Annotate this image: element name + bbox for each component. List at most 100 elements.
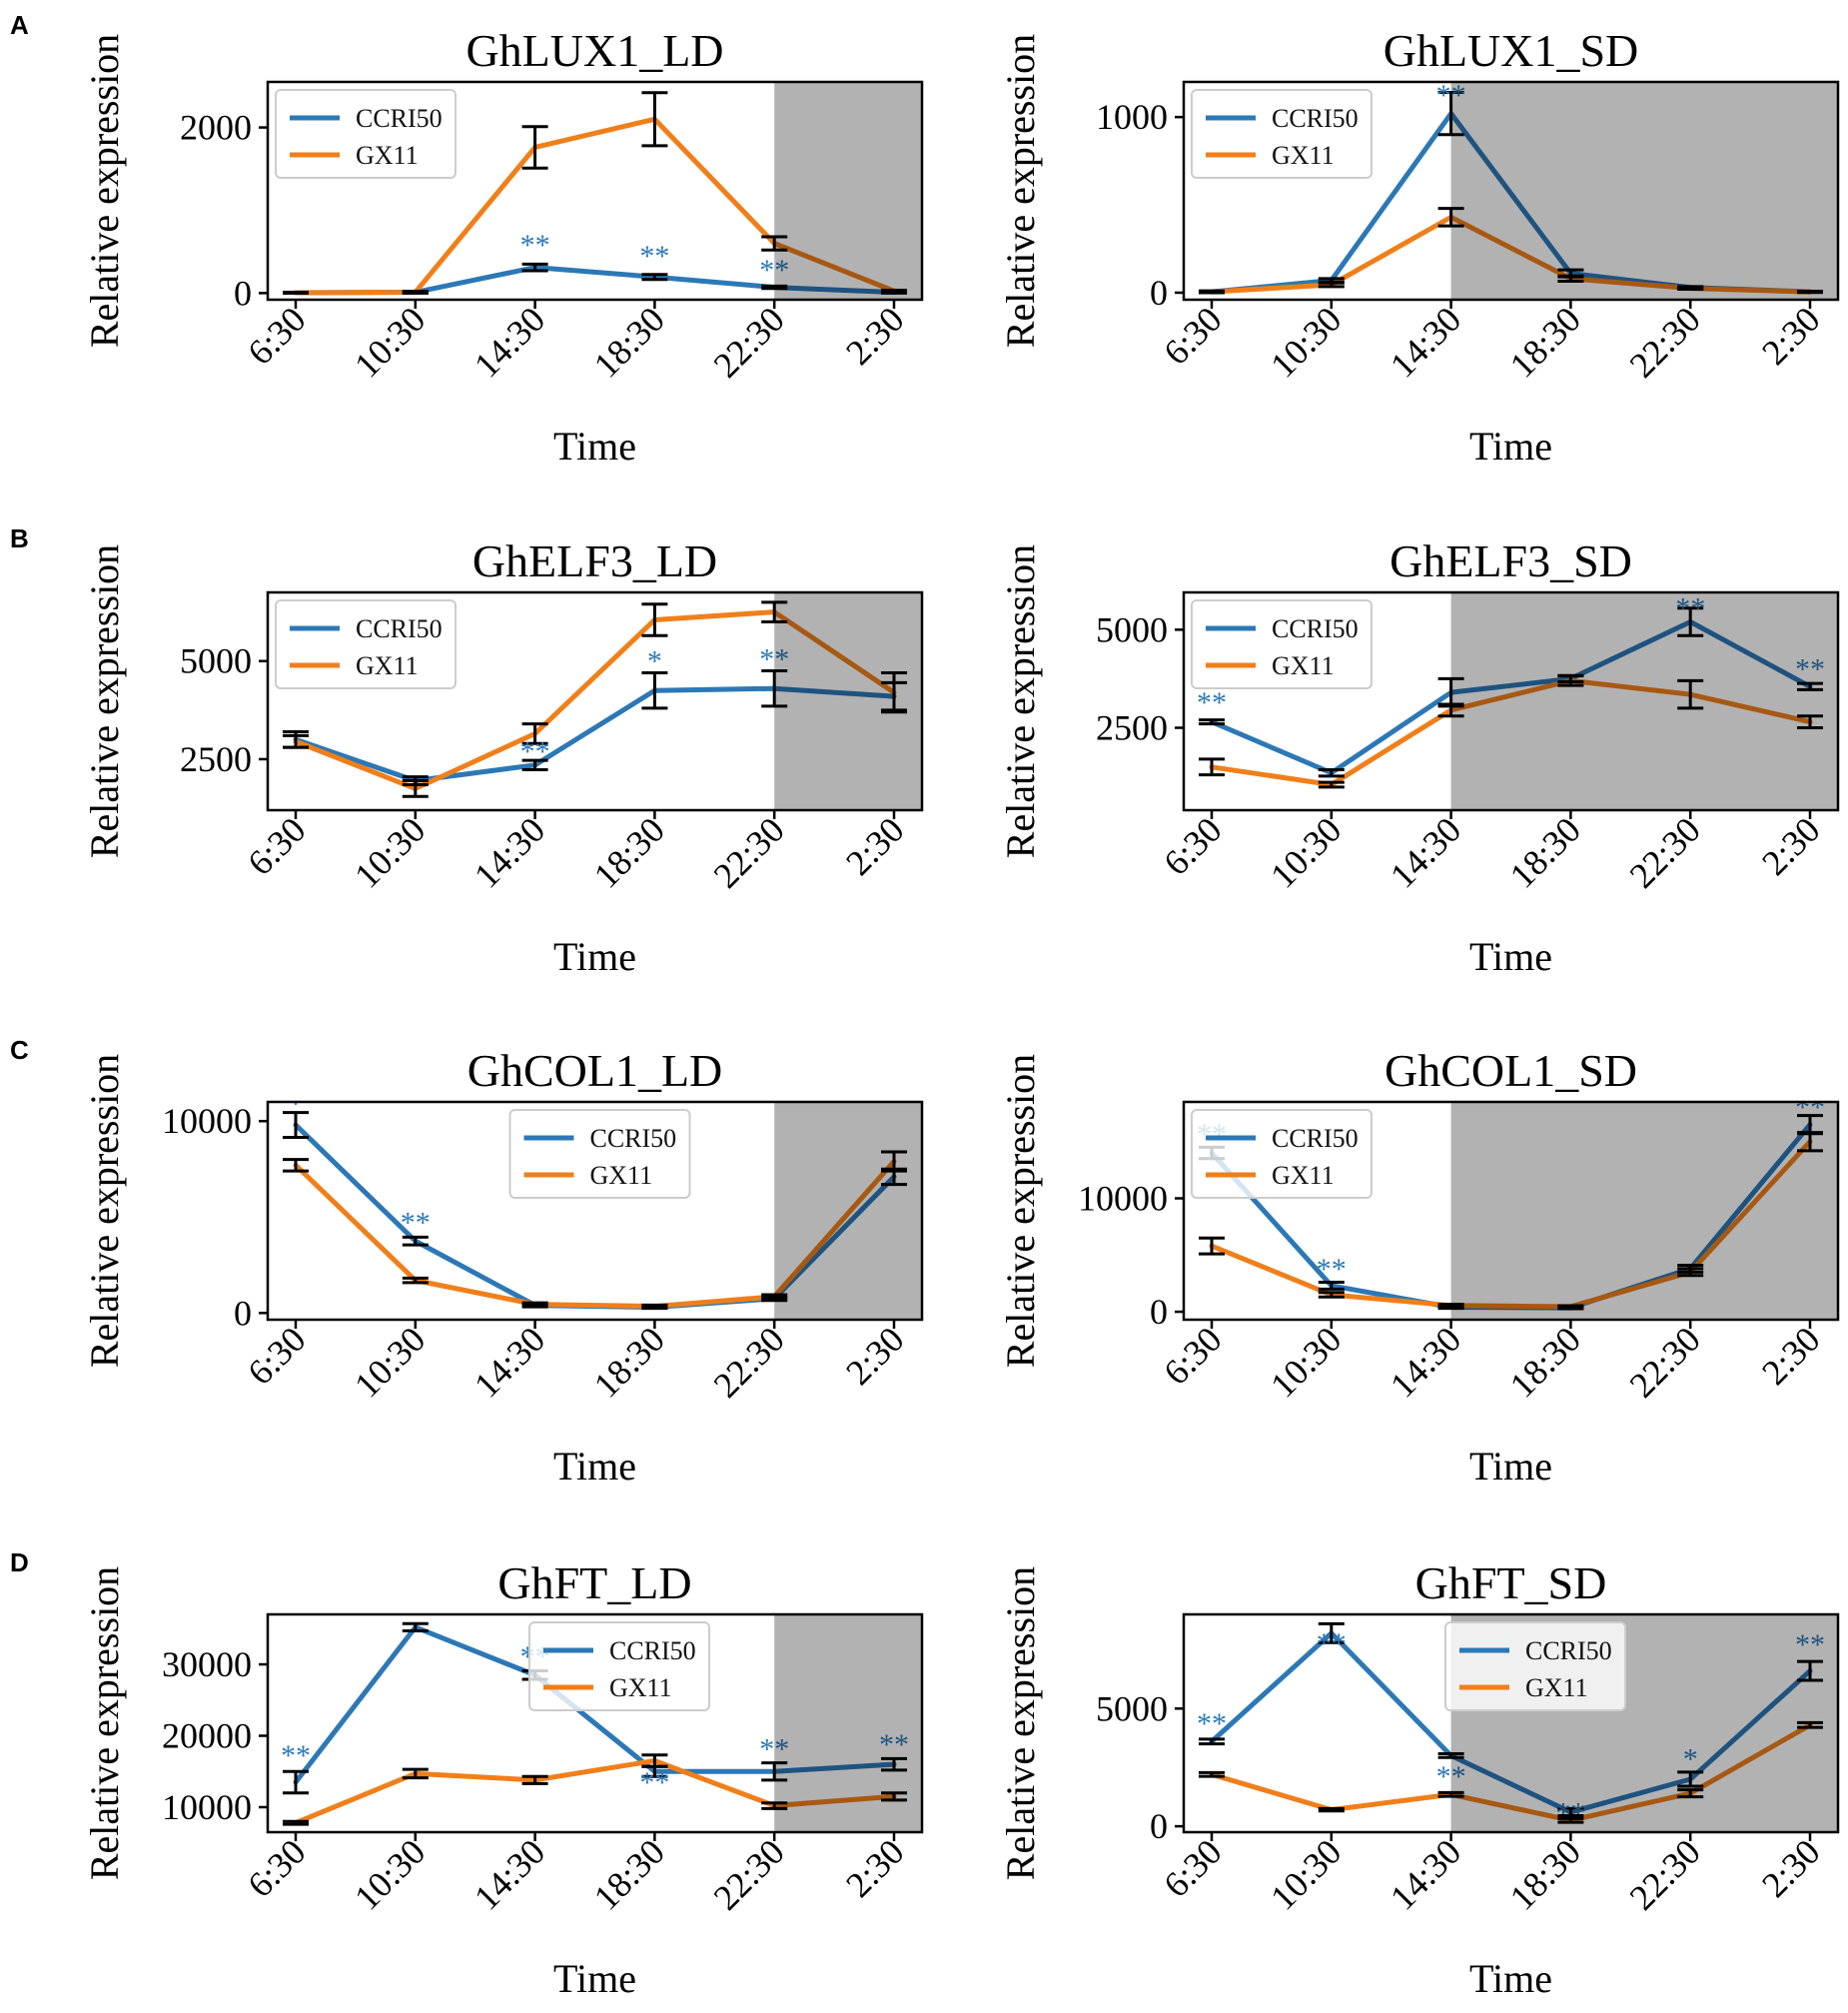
series-line-ccri50 [1209, 1630, 1813, 1815]
x-tick-label: 22:30 [706, 299, 792, 385]
x-tick-label: 22:30 [706, 809, 792, 895]
series-line-gx11 [1209, 214, 1813, 295]
x-tick-label: 10:30 [1263, 299, 1349, 385]
error-bar [761, 1293, 788, 1301]
error-bar [1677, 606, 1704, 637]
legend-label-ccri50: CCRI50 [1272, 1124, 1359, 1153]
significance-marker: ** [1555, 1797, 1585, 1830]
x-axis-label: Time [1469, 1956, 1552, 2001]
series-line-gx11 [1209, 1722, 1813, 1823]
x-tick-label: 10:30 [347, 1831, 433, 1917]
dark-period-shade [774, 1102, 922, 1320]
error-bar [1677, 1770, 1704, 1788]
plot-area: ****** [1197, 1102, 1838, 1320]
y-tick-label: 5000 [1096, 1688, 1168, 1728]
series-line-gx11 [293, 1159, 897, 1310]
error-bar [1797, 1131, 1823, 1153]
chart-title: GhCOL1_SD [1385, 1045, 1637, 1096]
chart-title: GhLUX1_SD [1384, 25, 1639, 76]
y-axis-label: Relative expression [82, 544, 127, 858]
x-tick-label: 14:30 [1383, 1831, 1468, 1917]
x-tick-label: 10:30 [1263, 1319, 1349, 1405]
error-bar [1677, 286, 1704, 291]
x-tick-label: 18:30 [586, 1831, 672, 1917]
y-tick-label: 5000 [180, 641, 252, 681]
x-tick-label: 14:30 [466, 1319, 552, 1405]
error-bar [402, 1621, 429, 1632]
error-bar [1437, 1790, 1464, 1798]
significance-marker: * [289, 1088, 304, 1121]
plot-area: *** ** [283, 592, 922, 810]
legend: CCRI50 GX11 [275, 599, 457, 689]
chart-title: GhLUX1_LD [465, 25, 723, 76]
x-tick-label: 2:30 [1754, 1831, 1828, 1905]
error-bar [1797, 290, 1823, 295]
significance-marker: ** [879, 1728, 909, 1761]
significance-marker: * [647, 645, 662, 678]
x-axis-label: Time [1469, 424, 1552, 469]
x-tick-label: 6:30 [240, 1831, 314, 1905]
x-tick-label: 10:30 [1263, 809, 1349, 895]
x-tick-label: 14:30 [466, 1831, 552, 1917]
error-bar [1557, 1816, 1584, 1824]
panel-letter-c: C [10, 1035, 29, 1065]
x-tick-label: 6:30 [240, 809, 314, 883]
legend-label-ccri50: CCRI50 [1525, 1636, 1612, 1665]
plot-area: ****** [283, 82, 922, 300]
error-bar [1797, 1720, 1823, 1729]
error-bar [1677, 1788, 1704, 1799]
y-axis-label: Relative expression [998, 1566, 1043, 1880]
panel-letter-d: D [10, 1547, 29, 1577]
error-bar [1797, 714, 1823, 730]
error-bar [1677, 678, 1704, 710]
y-tick-label: 10000 [162, 1101, 252, 1141]
chart-ghcol1-sd: ******CCRI50GX110100006:3010:3014:3018:3… [998, 1045, 1840, 1489]
significance-marker: ** [1675, 592, 1705, 625]
significance-marker: ** [1197, 686, 1227, 719]
x-tick-label: 14:30 [1383, 809, 1468, 895]
error-bar [1199, 1236, 1225, 1256]
y-tick-label: 20000 [162, 1716, 252, 1756]
legend: CCRI50 GX11 [1191, 89, 1373, 179]
legend-label-gx11: GX11 [356, 141, 419, 170]
error-bar [521, 722, 548, 745]
significance-marker: ** [1197, 1707, 1227, 1740]
significance-marker: * [1683, 1742, 1698, 1775]
error-bar [1437, 702, 1464, 718]
error-bar [1199, 757, 1225, 777]
y-tick-label: 2000 [180, 108, 252, 148]
x-tick-label: 10:30 [347, 809, 433, 895]
y-axis-label: Relative expression [998, 34, 1043, 348]
error-bar [1437, 91, 1464, 137]
error-bar [283, 1158, 309, 1173]
x-tick-label: 10:30 [347, 1319, 433, 1405]
significance-marker: ** [639, 1766, 669, 1799]
x-tick-label: 22:30 [1622, 1319, 1708, 1405]
significance-marker: ** [1795, 1628, 1825, 1661]
error-bar [283, 1769, 309, 1795]
x-tick-label: 14:30 [1383, 299, 1468, 385]
legend: CCRI50 GX11 [275, 89, 457, 179]
error-bar [641, 273, 668, 282]
significance-marker: ** [1795, 652, 1825, 685]
x-axis-label: Time [553, 1444, 636, 1489]
error-bar [402, 290, 429, 295]
error-bar [881, 288, 907, 294]
error-bar [521, 262, 548, 273]
chart-title: GhFT_SD [1415, 1557, 1607, 1608]
y-axis-label: Relative expression [998, 544, 1043, 858]
y-tick-label: 5000 [1096, 609, 1168, 649]
error-bar [641, 671, 668, 710]
significance-marker: ** [281, 1739, 311, 1772]
error-bar [402, 1767, 429, 1780]
legend: CCRI50 GX11 [1191, 1109, 1373, 1199]
plot-frame [1182, 1612, 1840, 1834]
x-tick-label: 22:30 [706, 1831, 792, 1917]
error-bar [521, 758, 548, 772]
x-tick-label: 22:30 [1622, 1831, 1708, 1917]
significance-marker: ** [401, 1207, 431, 1240]
series-line-gx11 [1209, 1139, 1813, 1310]
error-bar [1318, 780, 1345, 789]
